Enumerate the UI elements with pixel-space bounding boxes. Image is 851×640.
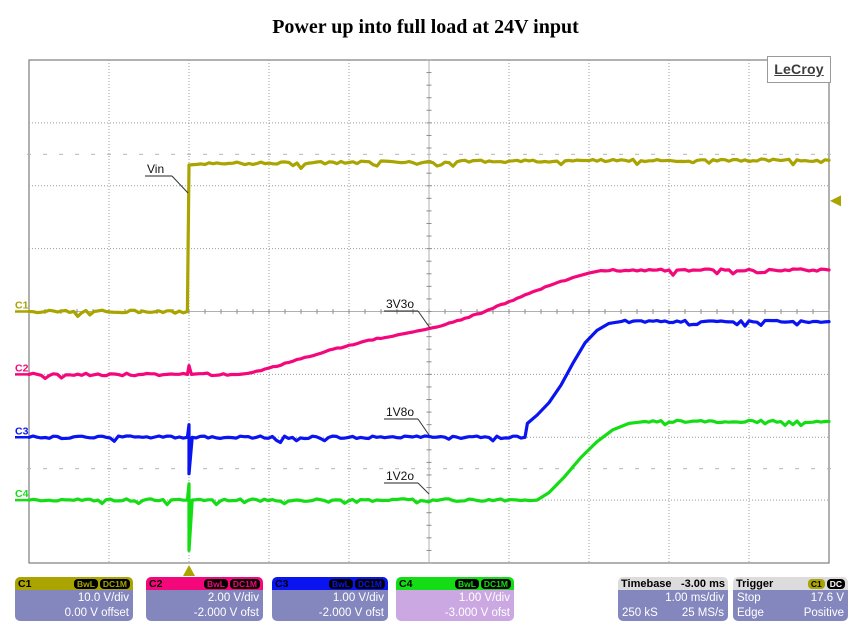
channel-marker-label-c1: C1 bbox=[15, 300, 29, 312]
channel-offset: -3.000 V ofst bbox=[444, 607, 510, 619]
trigger-source-badge: C1 bbox=[807, 578, 825, 589]
timebase-label: Timebase bbox=[621, 577, 672, 590]
channel-offset: -2.000 V ofst bbox=[318, 607, 384, 619]
trigger-slope: Positive bbox=[803, 607, 844, 619]
channel-box-c4[interactable]: C4 BwL DC1M 1.00 V/div -3.000 V ofst bbox=[396, 577, 514, 621]
channel-scale: 10.0 V/div bbox=[77, 592, 129, 604]
channel-marker-label-c2: C2 bbox=[15, 362, 29, 374]
channel-header: C3 BwL DC1M bbox=[272, 577, 388, 590]
channel-offset: 0.00 V offset bbox=[64, 607, 129, 619]
trigger-header: Trigger C1 DC bbox=[733, 577, 848, 590]
trace-label-leader-1v8o bbox=[417, 418, 430, 436]
bwl-badge: BwL bbox=[454, 578, 479, 589]
trigger-mode: Stop bbox=[737, 592, 761, 604]
trigger-kind: Edge bbox=[737, 607, 764, 619]
timebase-header: Timebase -3.00 ms bbox=[618, 577, 728, 590]
trace-label-leader-vin bbox=[171, 175, 189, 194]
trace-vin bbox=[27, 157, 831, 318]
timebase-box[interactable]: Timebase -3.00 ms 1.00 ms/div 250 kS 25 M… bbox=[618, 577, 728, 621]
trace-1v2o bbox=[27, 418, 831, 552]
trigger-box[interactable]: Trigger C1 DC Stop 17.6 V Edge Positive bbox=[733, 577, 848, 621]
channel-scale: 1.00 V/div bbox=[458, 592, 510, 604]
channel-label: C1 bbox=[18, 577, 32, 590]
trigger-level-marker bbox=[830, 195, 841, 207]
timebase-per-div: 1.00 ms/div bbox=[665, 592, 724, 604]
trigger-coupling-badge: DC bbox=[826, 578, 845, 589]
bwl-badge: BwL bbox=[73, 578, 98, 589]
channel-header: C1 BwL DC1M bbox=[15, 577, 133, 590]
channel-offset: -2.000 V ofst bbox=[193, 607, 259, 619]
channel-box-c3[interactable]: C3 BwL DC1M 1.00 V/div -2.000 V ofst bbox=[272, 577, 388, 621]
trace-label-1v2o: 1V2o bbox=[386, 469, 414, 483]
trigger-label: Trigger bbox=[736, 577, 774, 590]
bwl-badge: BwL bbox=[203, 578, 228, 589]
trace-3v3o bbox=[27, 267, 831, 381]
channel-label: C4 bbox=[399, 577, 413, 590]
channel-header: C2 BwL DC1M bbox=[146, 577, 263, 590]
channel-label: C3 bbox=[275, 577, 289, 590]
trace-label-leader-1v2o bbox=[417, 482, 430, 495]
channel-readout: 10.0 V/div 0.00 V offset bbox=[15, 590, 133, 621]
channel-marker-label-c4: C4 bbox=[15, 488, 29, 500]
trigger-readout: Stop 17.6 V Edge Positive bbox=[733, 590, 848, 621]
coupling-badge: DC1M bbox=[480, 578, 511, 589]
channel-marker-label-c3: C3 bbox=[15, 425, 29, 437]
channel-label: C2 bbox=[149, 577, 163, 590]
channel-readout: 1.00 V/div -3.000 V ofst bbox=[396, 590, 514, 621]
lecroy-logo: LeCroy bbox=[767, 56, 831, 83]
timebase-delay: -3.00 ms bbox=[680, 577, 725, 590]
channel-header: C4 BwL DC1M bbox=[396, 577, 514, 590]
trace-label-vin: Vin bbox=[147, 162, 164, 176]
coupling-badge: DC1M bbox=[229, 578, 260, 589]
trace-label-3v3o: 3V3o bbox=[386, 297, 414, 311]
trigger-time-marker bbox=[183, 565, 195, 576]
timebase-samples: 250 kS bbox=[622, 607, 658, 619]
timebase-readout: 1.00 ms/div 250 kS 25 MS/s bbox=[618, 590, 728, 621]
channel-scale: 2.00 V/div bbox=[207, 592, 259, 604]
trace-label-leader-3v3o bbox=[417, 310, 431, 329]
channel-readout: 2.00 V/div -2.000 V ofst bbox=[146, 590, 263, 621]
coupling-badge: DC1M bbox=[354, 578, 385, 589]
channel-box-c1[interactable]: C1 BwL DC1M 10.0 V/div 0.00 V offset bbox=[15, 577, 133, 621]
trigger-level: 17.6 V bbox=[810, 592, 844, 604]
trace-label-1v8o: 1V8o bbox=[386, 405, 414, 419]
coupling-badge: DC1M bbox=[99, 578, 130, 589]
page-title: Power up into full load at 24V input bbox=[272, 16, 579, 38]
channel-scale: 1.00 V/div bbox=[332, 592, 384, 604]
channel-readout: 1.00 V/div -2.000 V ofst bbox=[272, 590, 388, 621]
channel-box-c2[interactable]: C2 BwL DC1M 2.00 V/div -2.000 V ofst bbox=[146, 577, 263, 621]
bwl-badge: BwL bbox=[328, 578, 353, 589]
timebase-rate: 25 MS/s bbox=[681, 607, 724, 619]
trace-1v8o bbox=[27, 318, 831, 476]
